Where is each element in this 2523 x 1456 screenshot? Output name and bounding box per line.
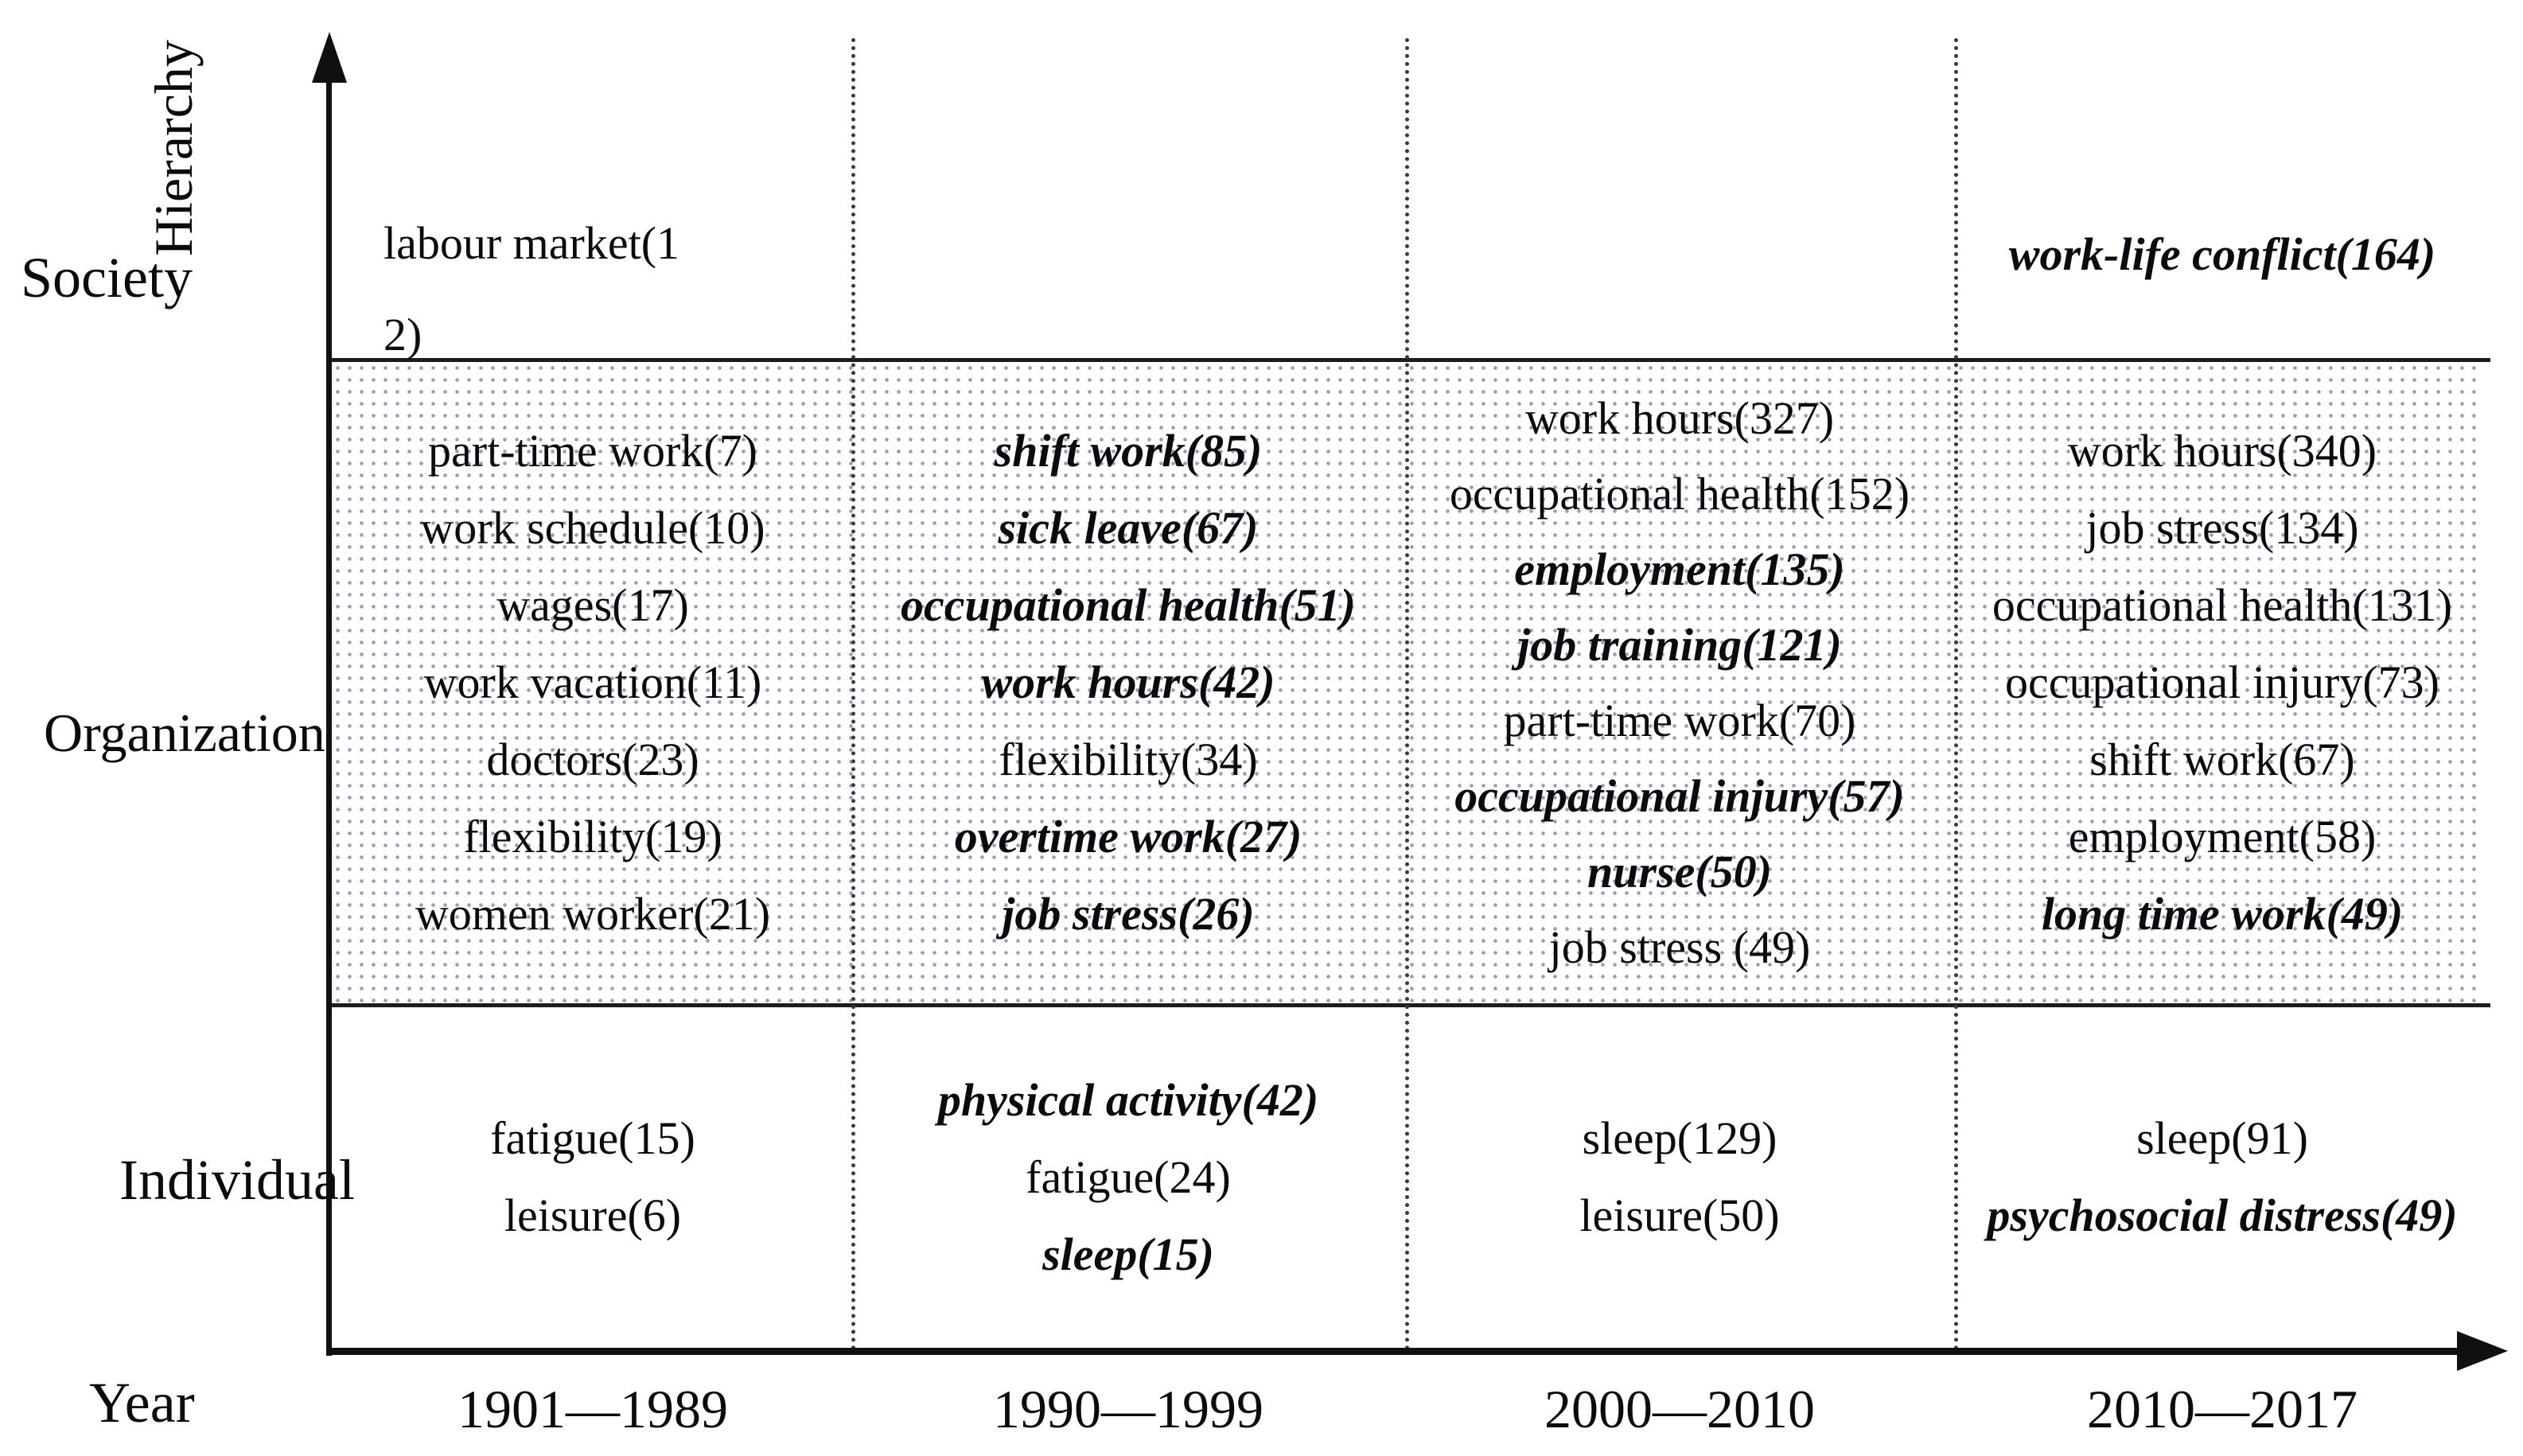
column-separator-2 — [1405, 38, 1409, 1351]
x-axis-arrowhead-icon — [2457, 1331, 2508, 1371]
keyword: work hours(327) — [1524, 391, 1835, 444]
cell-organization-2000-2010: work hours(327) occupational health(152)… — [1408, 362, 1952, 1002]
x-axis-line — [326, 1348, 2463, 1355]
year-label-2000-2010: 2000—2010 — [1544, 1379, 1815, 1439]
keyword: occupational health(51) — [901, 579, 1356, 631]
keyword: job stress(134) — [2085, 502, 2359, 554]
year-label-2010-2017: 2010—2017 — [2087, 1379, 2358, 1439]
row-label-individual: Individual — [119, 1148, 355, 1212]
keyword: sleep(15) — [1042, 1228, 1214, 1280]
keyword: work vacation(11) — [423, 656, 762, 708]
keyword: job training(121) — [1517, 618, 1842, 671]
y-axis-arrowhead-icon — [312, 32, 347, 83]
keyword: physical activity(42) — [937, 1073, 1319, 1126]
keyword: nurse(50) — [1587, 845, 1773, 897]
year-label-1901-1989: 1901—1989 — [457, 1379, 728, 1439]
keyword: employment(58) — [2068, 811, 2377, 862]
keyword: labour market(1 2) — [384, 217, 680, 360]
row-label-society: Society — [21, 246, 193, 309]
keyword: fatigue(15) — [490, 1112, 695, 1164]
cell-individual-1901-1989: fatigue(15) leisure(6) — [334, 1006, 851, 1348]
keyword: occupational injury(73) — [2005, 656, 2439, 708]
x-axis-title: Year — [89, 1371, 195, 1435]
keyword: fatigue(24) — [1026, 1150, 1231, 1203]
keyword: flexibility(19) — [463, 811, 722, 862]
keyword: part-time work(70) — [1503, 694, 1856, 746]
keyword: psychosocial distress(49) — [1987, 1189, 2458, 1241]
cell-individual-2010-2017: sleep(91) psychosocial distress(49) — [1956, 1006, 2488, 1348]
keyword: work hours(340) — [2067, 425, 2377, 477]
keyword: occupational health(131) — [1992, 579, 2453, 631]
keyword: flexibility(34) — [999, 734, 1258, 785]
keyword: doctors(23) — [486, 734, 699, 785]
keyword: wages(17) — [496, 579, 689, 631]
keyword: job stress(26) — [1002, 888, 1255, 940]
keyword: employment(135) — [1514, 543, 1845, 595]
keyword: work-life conflict(164) — [2008, 228, 2436, 280]
keyword: sick leave(67) — [998, 502, 1259, 554]
keyword: overtime work(27) — [954, 811, 1302, 862]
y-axis-title: Hierarchy — [143, 40, 204, 256]
keyword: work schedule(10) — [420, 502, 765, 554]
keyword: occupational injury(57) — [1454, 769, 1905, 822]
column-separator-3 — [1954, 38, 1958, 1351]
cell-organization-1901-1989: part-time work(7) work schedule(10) wage… — [334, 362, 851, 1002]
y-axis-line — [326, 49, 332, 1356]
cell-organization-1990-1999: shift work(85) sick leave(67) occupation… — [854, 362, 1403, 1002]
keyword: leisure(6) — [504, 1189, 682, 1241]
keyword: shift work(67) — [2089, 734, 2355, 785]
society-organization-divider — [328, 358, 2490, 362]
cell-society-2010-2017: work-life conflict(164) — [1956, 216, 2488, 293]
keyword: job stress (49) — [1548, 921, 1811, 973]
keyword: sleep(129) — [1582, 1112, 1777, 1164]
cell-society-1901-1989: labour market(1 2) — [384, 197, 861, 380]
keyword: work hours(42) — [981, 656, 1275, 708]
row-label-organization: Organization — [44, 703, 325, 763]
year-label-1990-1999: 1990—1999 — [993, 1379, 1263, 1439]
cell-organization-2010-2017: work hours(340) job stress(134) occupati… — [1956, 362, 2488, 1002]
keyword: sleep(91) — [2136, 1112, 2308, 1164]
keyword: women worker(21) — [415, 888, 771, 940]
organization-individual-divider — [328, 1003, 2490, 1007]
keyword: part-time work(7) — [428, 425, 757, 477]
keyword: long time work(49) — [2041, 888, 2404, 940]
cell-individual-2000-2010: sleep(129) leisure(50) — [1408, 1006, 1952, 1348]
cell-individual-1990-1999: physical activity(42) fatigue(24) sleep(… — [854, 1006, 1403, 1348]
column-separator-1 — [851, 38, 855, 1351]
keyword: occupational health(152) — [1449, 467, 1910, 520]
keyword: leisure(50) — [1579, 1189, 1780, 1241]
keyword: shift work(85) — [994, 425, 1263, 477]
